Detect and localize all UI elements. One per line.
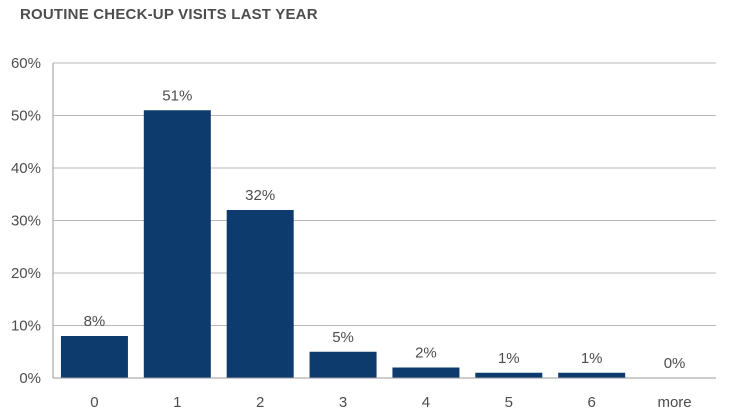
y-tick-label: 40% bbox=[11, 160, 41, 177]
data-label-3: 5% bbox=[332, 329, 354, 346]
x-tick-label: 5 bbox=[505, 394, 513, 411]
x-tick-label: 6 bbox=[588, 394, 596, 411]
x-tick-label: more bbox=[657, 394, 691, 411]
x-tick-label: 2 bbox=[256, 394, 264, 411]
bar-3 bbox=[309, 351, 377, 378]
axes bbox=[52, 63, 716, 379]
chart-title: ROUTINE CHECK-UP VISITS LAST YEAR bbox=[20, 6, 318, 23]
bar-6 bbox=[558, 372, 626, 378]
y-tick-label: 30% bbox=[11, 213, 41, 230]
data-label-more: 0% bbox=[664, 355, 686, 372]
bar-0 bbox=[60, 336, 128, 378]
x-axis-ticks: 0 1 2 3 4 5 6 more bbox=[90, 394, 691, 411]
bar-2 bbox=[226, 210, 294, 378]
y-tick-label: 20% bbox=[11, 265, 41, 282]
x-tick-label: 3 bbox=[339, 394, 347, 411]
y-axis-ticks: 0% 10% 20% 30% 40% 50% 60% bbox=[11, 55, 41, 387]
data-label-2: 32% bbox=[245, 187, 275, 204]
bar-5 bbox=[475, 372, 543, 378]
bar-1 bbox=[143, 110, 211, 378]
data-labels: 8% 51% 32% 5% 2% 1% 1% 0% bbox=[84, 87, 686, 372]
data-label-6: 1% bbox=[581, 350, 603, 367]
y-tick-label: 60% bbox=[11, 55, 41, 72]
gridlines bbox=[53, 62, 716, 326]
x-tick-label: 1 bbox=[173, 394, 181, 411]
data-label-5: 1% bbox=[498, 350, 520, 367]
y-tick-label: 0% bbox=[19, 370, 41, 387]
bar-4 bbox=[392, 367, 460, 378]
bars bbox=[60, 110, 626, 378]
data-label-0: 8% bbox=[84, 313, 106, 330]
data-label-4: 2% bbox=[415, 345, 437, 362]
data-label-1: 51% bbox=[162, 87, 192, 104]
x-tick-label: 4 bbox=[422, 394, 430, 411]
x-tick-label: 0 bbox=[90, 394, 98, 411]
y-tick-label: 10% bbox=[11, 318, 41, 335]
y-tick-label: 50% bbox=[11, 108, 41, 125]
